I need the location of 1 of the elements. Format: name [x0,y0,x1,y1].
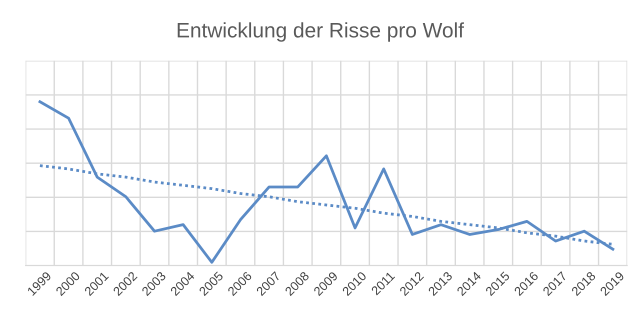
chart-title: Entwicklung der Risse pro Wolf [178,22,464,42]
